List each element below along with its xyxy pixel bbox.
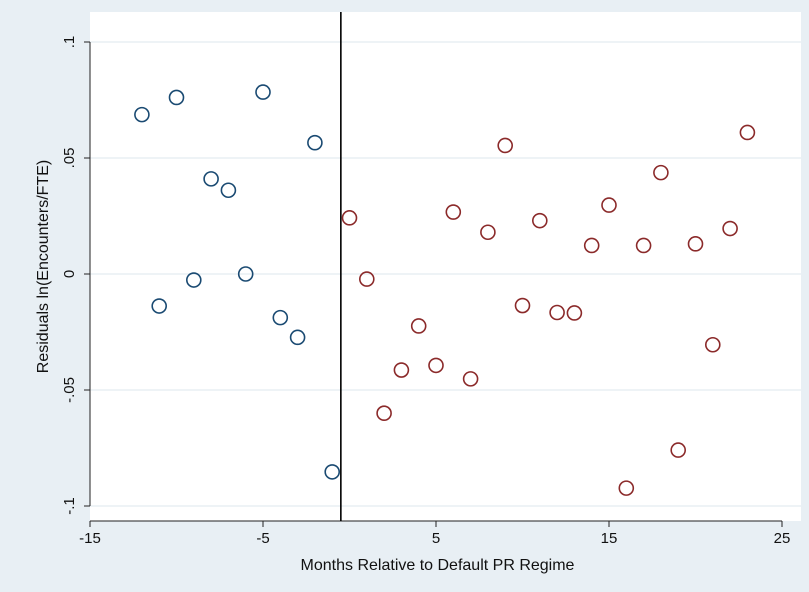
x-tick-label: -15 bbox=[79, 530, 101, 547]
data-points bbox=[134, 84, 756, 496]
post-regime-point bbox=[497, 137, 514, 154]
pre-regime-point bbox=[134, 106, 150, 123]
axes bbox=[84, 41, 783, 527]
pre-regime-point bbox=[186, 272, 202, 288]
pre-regime-point bbox=[307, 134, 323, 151]
pre-regime-point bbox=[203, 171, 219, 187]
post-regime-point bbox=[531, 212, 548, 229]
post-regime-point bbox=[445, 204, 462, 220]
pre-regime-point bbox=[324, 464, 341, 480]
y-tick-label: 0 bbox=[61, 270, 78, 278]
post-regime-point bbox=[410, 318, 427, 334]
post-regime-point bbox=[480, 224, 496, 241]
post-regime-point bbox=[739, 124, 756, 141]
y-tick-label: .1 bbox=[61, 36, 78, 49]
pre-regime-point bbox=[151, 298, 167, 314]
post-regime-point bbox=[635, 237, 652, 254]
pre-regime-point bbox=[255, 84, 271, 100]
post-regime-point bbox=[358, 271, 375, 287]
plot-area bbox=[90, 12, 801, 521]
pre-regime-point bbox=[237, 266, 254, 282]
x-tick-label: 5 bbox=[432, 530, 440, 547]
post-regime-point bbox=[670, 442, 687, 458]
post-regime-point bbox=[428, 357, 444, 374]
post-regime-point bbox=[514, 297, 531, 314]
y-tick-label: -.1 bbox=[61, 497, 78, 515]
post-regime-point bbox=[549, 304, 565, 321]
pre-regime-point bbox=[272, 309, 289, 326]
post-regime-point bbox=[601, 197, 617, 213]
pre-regime-point bbox=[168, 89, 185, 106]
x-axis-title: Months Relative to Default PR Regime bbox=[301, 557, 575, 574]
post-regime-point bbox=[341, 210, 358, 226]
y-axis-title: Residuals ln(Encounters/FTE) bbox=[35, 160, 52, 373]
x-tick-label: 15 bbox=[601, 530, 618, 547]
post-regime-point bbox=[687, 236, 704, 252]
post-regime-point bbox=[653, 164, 669, 181]
x-tick-label: 25 bbox=[774, 530, 791, 547]
pre-regime-point bbox=[289, 329, 306, 346]
post-regime-point bbox=[376, 405, 392, 422]
post-regime-point bbox=[462, 371, 479, 387]
y-tick-label: -.05 bbox=[61, 377, 78, 403]
post-regime-point bbox=[704, 336, 721, 353]
x-tick-label: -5 bbox=[256, 530, 269, 547]
post-regime-point bbox=[393, 362, 410, 378]
grid-lines bbox=[90, 41, 801, 507]
tick-labels: -.1 -.05 0 .05 .1 -15 -5 5 15 25 bbox=[61, 36, 790, 547]
post-regime-point bbox=[566, 305, 583, 321]
post-regime-point bbox=[618, 480, 635, 496]
post-regime-point bbox=[583, 237, 600, 254]
post-regime-point bbox=[722, 220, 738, 237]
pre-regime-point bbox=[220, 182, 237, 199]
y-tick-label: .05 bbox=[61, 148, 78, 169]
